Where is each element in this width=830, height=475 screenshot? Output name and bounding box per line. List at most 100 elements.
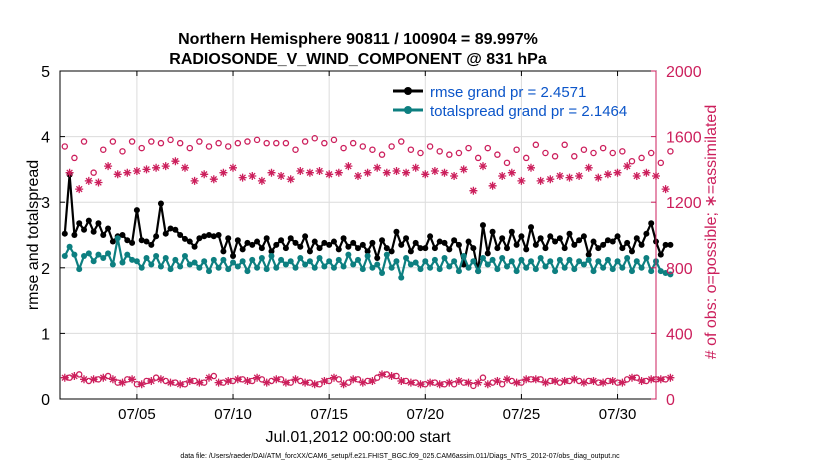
- data-point-possible: [561, 141, 568, 149]
- data-point-rmse: [225, 235, 232, 242]
- data-point-possible: [551, 153, 559, 160]
- y-tick-label-right: 400: [666, 326, 693, 343]
- data-point-totalspread: [244, 268, 251, 275]
- data-point-totalspread: [547, 258, 554, 265]
- data-point-totalspread: [595, 258, 602, 265]
- data-point-assimilated: [301, 378, 310, 387]
- data-point-totalspread: [657, 268, 664, 275]
- data-point-rmse: [552, 238, 559, 245]
- x-tick-label: 07/15: [310, 406, 348, 423]
- data-point-possible: [359, 143, 367, 150]
- data-point-rmse: [604, 237, 611, 244]
- data-point-rmse: [234, 237, 241, 244]
- data-point-rmse: [393, 228, 400, 235]
- data-point-assimilated: [531, 375, 540, 384]
- data-point-rmse: [162, 230, 169, 237]
- data-point-totalspread: [326, 258, 333, 265]
- data-point-assimilated: [642, 168, 651, 177]
- data-point-totalspread: [556, 256, 563, 263]
- data-point-totalspread: [484, 261, 491, 268]
- data-point-assimilated: [464, 378, 473, 387]
- data-point-rmse: [157, 200, 164, 207]
- data-point-totalspread: [177, 263, 184, 270]
- data-point-assimilated: [104, 162, 113, 171]
- data-point-totalspread: [379, 270, 386, 277]
- data-point-totalspread: [624, 254, 631, 261]
- data-point-assimilated: [205, 373, 213, 382]
- data-point-rmse: [330, 238, 337, 245]
- data-point-possible: [119, 148, 126, 155]
- data-point-possible: [282, 139, 290, 147]
- data-point-assimilated: [281, 378, 290, 387]
- data-point-possible: [465, 144, 472, 152]
- data-point-possible: [128, 138, 136, 145]
- data-point-totalspread: [225, 266, 232, 273]
- data-point-totalspread: [109, 261, 116, 268]
- data-point-rmse: [633, 235, 640, 242]
- data-point-totalspread: [532, 266, 539, 273]
- x-tick-label: 07/10: [214, 406, 252, 423]
- data-point-assimilated: [632, 172, 641, 180]
- data-point-rmse: [129, 239, 136, 246]
- data-point-possible: [301, 138, 309, 145]
- data-point-totalspread: [234, 263, 241, 270]
- data-point-totalspread: [619, 264, 626, 271]
- data-point-totalspread: [441, 254, 448, 261]
- data-point-assimilated: [469, 186, 478, 195]
- data-point-totalspread: [268, 252, 275, 259]
- data-point-rmse: [206, 232, 212, 238]
- data-point-assimilated: [445, 378, 454, 387]
- data-point-possible: [446, 151, 453, 158]
- data-point-totalspread: [239, 258, 246, 265]
- data-point-assimilated: [368, 377, 377, 385]
- data-point-rmse: [306, 248, 313, 255]
- legend-spread-marker: [404, 106, 412, 114]
- data-point-assimilated: [330, 373, 338, 382]
- data-point-totalspread: [191, 259, 198, 266]
- data-point-totalspread: [585, 256, 592, 263]
- y-tick-label-left: 1: [41, 326, 50, 343]
- data-point-rmse: [470, 245, 477, 252]
- data-point-assimilated: [450, 172, 459, 180]
- data-point-rmse: [109, 238, 116, 245]
- data-point-totalspread: [186, 261, 193, 268]
- y-tick-label-left: 5: [41, 64, 50, 81]
- data-point-rmse: [167, 225, 174, 232]
- data-point-totalspread: [71, 251, 78, 258]
- data-point-rmse: [436, 238, 443, 245]
- data-point-totalspread: [628, 268, 635, 275]
- data-point-possible: [628, 157, 636, 165]
- data-point-possible: [321, 139, 328, 147]
- data-point-totalspread: [571, 266, 578, 273]
- data-point-rmse: [556, 235, 563, 242]
- data-point-assimilated: [378, 370, 386, 379]
- data-point-rmse: [230, 252, 237, 259]
- data-point-rmse: [287, 235, 294, 242]
- data-point-possible: [398, 138, 405, 145]
- data-point-totalspread: [561, 264, 568, 271]
- data-point-totalspread: [528, 258, 535, 265]
- data-point-assimilated: [647, 375, 656, 384]
- data-point-assimilated: [608, 377, 617, 385]
- data-point-possible: [436, 148, 443, 155]
- data-point-totalspread: [609, 266, 616, 273]
- data-point-rmse: [138, 237, 145, 244]
- data-point-possible: [273, 139, 280, 147]
- data-point-rmse: [532, 241, 539, 248]
- data-point-totalspread: [465, 264, 472, 271]
- data-point-possible: [455, 149, 463, 157]
- data-point-totalspread: [306, 258, 313, 265]
- data-point-assimilated: [310, 380, 319, 389]
- data-point-totalspread: [479, 254, 486, 261]
- data-point-totalspread: [61, 252, 68, 259]
- data-point-rmse: [624, 239, 631, 246]
- data-point-rmse: [153, 233, 160, 240]
- data-point-assimilated: [176, 380, 185, 389]
- data-point-rmse: [201, 233, 208, 240]
- data-point-assimilated: [479, 162, 487, 171]
- data-point-totalspread: [355, 256, 361, 263]
- data-point-assimilated: [555, 172, 564, 180]
- data-point-totalspread: [76, 266, 83, 273]
